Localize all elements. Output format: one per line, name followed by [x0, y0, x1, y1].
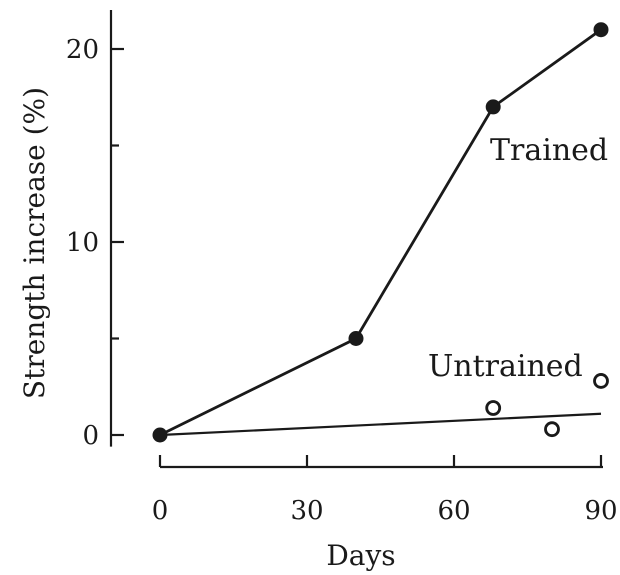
series-layer: [152, 22, 609, 443]
untrained-point-2: [593, 373, 609, 389]
x-axis-label: Days: [326, 539, 395, 572]
x-tick-label-60: 60: [437, 496, 470, 526]
x-tick-label-90: 90: [584, 496, 617, 526]
untrained-fit-line: [159, 412, 602, 437]
y-tick-label-10: 10: [66, 228, 99, 258]
x-ticks: 0 30 60 90: [152, 455, 618, 526]
trained-point-2: [485, 99, 501, 115]
untrained-point-1: [544, 421, 560, 438]
x-tick-label-0: 0: [152, 496, 169, 526]
y-ticks: 0 10 20: [66, 35, 124, 451]
series-label-untrained: Untrained: [428, 349, 583, 384]
axes: [109, 10, 603, 469]
y-axis-label: Strength increase (%): [18, 87, 51, 399]
trained-point-1: [348, 331, 364, 346]
y-tick-label-20: 20: [66, 35, 99, 65]
y-tick-label-0: 0: [82, 421, 99, 451]
x-tick-label-30: 30: [290, 496, 323, 526]
trained-series-line: [159, 28, 602, 437]
untrained-point-0: [485, 400, 502, 416]
trained-point-0: [152, 427, 168, 443]
trained-point-3: [593, 22, 609, 38]
series-label-trained: Trained: [490, 133, 608, 168]
